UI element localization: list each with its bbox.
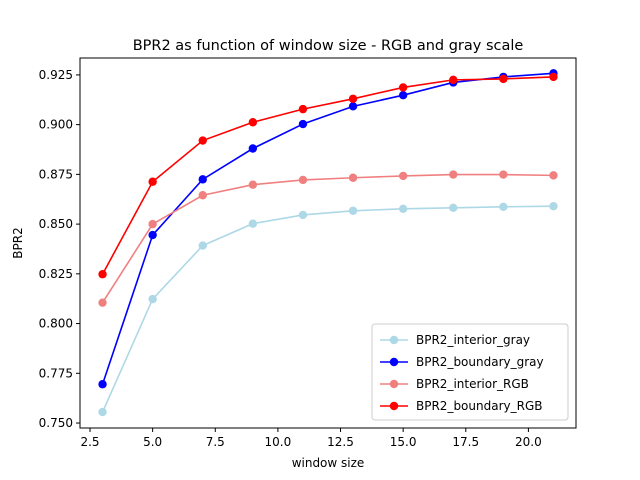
legend-item: BPR2_interior_gray — [380, 333, 530, 347]
data-point — [148, 177, 157, 186]
data-point — [348, 173, 358, 182]
plot-area — [98, 69, 558, 417]
legend-item: BPR2_interior_RGB — [380, 377, 529, 391]
legend-swatch-marker — [389, 335, 399, 345]
x-tick-label: 10.0 — [265, 435, 292, 449]
y-tick-label: 0.825 — [39, 267, 73, 281]
x-tick-label: 15.0 — [390, 435, 417, 449]
y-tick-label: 0.850 — [39, 217, 73, 231]
data-point — [298, 104, 308, 114]
data-point — [148, 230, 157, 240]
data-point — [98, 298, 107, 307]
legend-swatch-marker — [389, 401, 399, 411]
data-point — [398, 204, 408, 213]
y-tick-label: 0.925 — [39, 68, 73, 82]
axes-frame — [79, 57, 577, 429]
x-tick-label: 2.5 — [80, 435, 99, 449]
data-point — [449, 75, 458, 85]
data-point — [499, 170, 508, 179]
series-line — [101, 173, 554, 304]
data-point — [348, 102, 358, 111]
legend-swatch-marker — [389, 357, 399, 367]
data-point — [549, 201, 558, 211]
y-tick-label: 0.775 — [39, 366, 73, 380]
x-axis: 2.5 5.0 7.5 10.0 12.5 15.0 17.5 20.0 — [80, 428, 542, 449]
data-point — [198, 191, 207, 200]
series-BPR2_interior_RGB — [98, 170, 558, 307]
x-tick-label: 5.0 — [143, 435, 162, 449]
legend-label: BPR2_interior_RGB — [416, 377, 529, 391]
data-point — [148, 219, 157, 229]
series-line — [101, 76, 554, 275]
legend-swatch-marker — [389, 379, 399, 389]
data-point — [549, 72, 558, 82]
data-point — [248, 118, 258, 127]
data-point — [449, 170, 458, 179]
y-tick-label: 0.800 — [39, 317, 73, 331]
legend-label: BPR2_boundary_gray — [416, 355, 544, 369]
data-point — [298, 210, 308, 220]
data-point — [198, 241, 207, 250]
legend-item: BPR2_boundary_RGB — [380, 399, 543, 413]
data-point — [348, 206, 358, 215]
legend-label: BPR2_boundary_RGB — [416, 399, 543, 413]
data-point — [198, 175, 207, 184]
data-point — [398, 171, 408, 181]
legend: BPR2_interior_gray BPR2_boundary_gray BPR2… — [371, 323, 569, 421]
data-point — [499, 202, 508, 211]
x-tick-label: 12.5 — [327, 435, 354, 449]
series-BPR2_boundary_RGB — [98, 72, 558, 279]
chart-title: BPR2 as function of window size - RGB an… — [133, 38, 524, 54]
y-axis-label: BPR2 — [11, 227, 25, 258]
data-point — [98, 270, 107, 279]
x-axis-label: window size — [292, 456, 365, 470]
data-point — [449, 203, 458, 212]
x-tick-label: 7.5 — [206, 435, 225, 449]
legend-item: BPR2_boundary_gray — [380, 355, 544, 369]
y-axis: 0.750 0.775 0.800 0.825 0.850 0.875 0.900 0.925 — [39, 68, 80, 430]
y-tick-label: 0.750 — [39, 416, 73, 430]
data-point — [499, 74, 508, 84]
data-point — [248, 219, 258, 228]
data-point — [198, 136, 207, 145]
data-point — [248, 144, 258, 153]
data-point — [398, 90, 408, 100]
x-tick-label: 20.0 — [515, 435, 542, 449]
data-point — [98, 380, 107, 389]
legend-label: BPR2_interior_gray — [416, 333, 530, 347]
data-point — [549, 171, 558, 180]
series-BPR2_interior_gray — [98, 201, 558, 417]
data-point — [248, 180, 258, 189]
y-tick-label: 0.875 — [39, 167, 73, 181]
data-point — [298, 175, 308, 185]
x-tick-label: 17.5 — [452, 435, 479, 449]
data-point — [298, 119, 308, 129]
data-point — [148, 294, 157, 304]
y-tick-label: 0.900 — [39, 118, 73, 132]
data-point — [398, 83, 408, 92]
legend-box — [371, 323, 569, 421]
data-point — [348, 94, 358, 103]
data-point — [98, 407, 107, 417]
series-line — [101, 205, 554, 413]
